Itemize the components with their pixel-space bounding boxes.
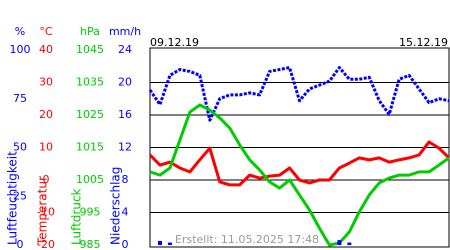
y-tick-label: 1005 — [76, 173, 104, 186]
data-line — [149, 103, 450, 247]
y-tick-label: 24 — [118, 43, 132, 56]
y-tick-label: 1015 — [76, 141, 104, 154]
axis-label: Luftfeuchtigkeit — [6, 151, 20, 245]
date-label: 15.12.19 — [399, 36, 448, 49]
y-tick-label: 8 — [122, 173, 129, 186]
y-tick-label: 0 — [122, 238, 129, 250]
y-tick-label: 40 — [39, 43, 53, 56]
y-tick-label: 16 — [118, 108, 132, 121]
data-line — [148, 140, 450, 187]
y-tick-label: -20 — [37, 238, 55, 250]
y-tick-label: 0 — [43, 173, 50, 186]
y-tick-label: 4 — [122, 206, 129, 219]
axis-unit: hPa — [80, 25, 100, 38]
axis-unit: °C — [39, 25, 53, 38]
y-tick-label: 1025 — [76, 108, 104, 121]
precip-bar — [167, 242, 172, 245]
y-tick-label: 30 — [39, 76, 53, 89]
y-tick-label: 20 — [39, 108, 53, 121]
y-tick-label: -10 — [37, 206, 55, 219]
y-tick-label: 25 — [13, 189, 27, 202]
y-tick-label: 50 — [13, 141, 27, 154]
axis-label: Temperatur — [36, 176, 50, 246]
y-tick-label: 10 — [39, 141, 53, 154]
axis-label: Luftdruck — [70, 188, 84, 245]
precip-bar — [337, 240, 342, 245]
axis-unit: mm/h — [109, 25, 141, 38]
y-tick-label: 0 — [17, 238, 24, 250]
y-tick-label: 1045 — [76, 43, 104, 56]
y-tick-label: 12 — [118, 141, 132, 154]
y-tick-label: 20 — [118, 76, 132, 89]
date-label: 09.12.19 — [150, 36, 199, 49]
axis-label: Niederschlag — [109, 167, 123, 245]
y-tick-label: 1035 — [76, 76, 104, 89]
annotation: Erstellt: 11.05.2025 17:48 — [175, 233, 319, 246]
precip-bar — [347, 242, 352, 245]
y-tick-label: 100 — [10, 43, 31, 56]
y-tick-label: 995 — [80, 206, 101, 219]
axis-unit: % — [15, 25, 25, 38]
data-line — [148, 66, 450, 122]
y-tick-label: 75 — [13, 92, 27, 105]
precip-bar — [157, 240, 162, 245]
y-tick-label: 985 — [80, 238, 101, 250]
